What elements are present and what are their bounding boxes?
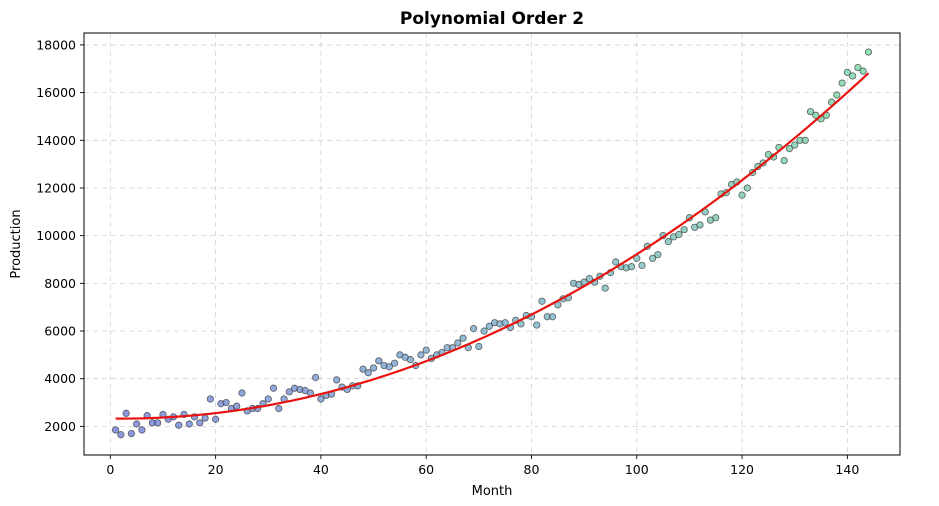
fit-curve-group xyxy=(115,72,870,420)
x-tick-label: 120 xyxy=(730,462,754,477)
data-point xyxy=(664,238,672,246)
y-tick-label: 6000 xyxy=(44,324,76,339)
data-point xyxy=(812,111,820,119)
data-point xyxy=(138,426,146,434)
data-point xyxy=(680,226,688,234)
data-point xyxy=(359,365,367,373)
data-point xyxy=(385,363,393,371)
data-point xyxy=(538,297,546,305)
y-tick-label: 2000 xyxy=(44,419,76,434)
data-point xyxy=(612,258,620,266)
data-point xyxy=(675,230,683,239)
y-tick-label: 8000 xyxy=(44,276,76,291)
data-point xyxy=(364,369,372,377)
data-point xyxy=(601,284,609,292)
y-tick-label: 16000 xyxy=(36,85,76,100)
data-point xyxy=(459,334,467,342)
data-point xyxy=(648,254,657,262)
data-point xyxy=(849,72,857,80)
data-point xyxy=(391,359,399,367)
data-point xyxy=(117,431,125,439)
data-point xyxy=(743,184,751,192)
data-point xyxy=(269,384,278,392)
data-point xyxy=(127,429,135,438)
data-point xyxy=(806,108,815,116)
data-point xyxy=(454,339,462,347)
x-tick-label: 60 xyxy=(418,462,434,477)
data-point xyxy=(264,395,272,403)
x-axis-ticks: 0 20 40 60 80 100 120 140 xyxy=(106,455,859,477)
x-tick-label: 0 xyxy=(106,462,114,477)
data-point xyxy=(375,357,383,365)
data-point xyxy=(638,261,646,270)
data-point xyxy=(469,325,478,333)
data-point xyxy=(801,136,809,144)
data-point xyxy=(738,191,746,199)
data-point xyxy=(222,398,230,407)
x-tick-label: 80 xyxy=(524,462,540,477)
data-point xyxy=(501,319,509,327)
data-point xyxy=(791,141,799,149)
data-point xyxy=(212,415,220,423)
data-point xyxy=(285,388,293,396)
data-point xyxy=(154,419,162,427)
data-point xyxy=(238,389,246,397)
data-point xyxy=(312,373,320,382)
data-point xyxy=(843,68,851,76)
plot-frame xyxy=(83,32,901,456)
data-point xyxy=(317,395,325,403)
data-point xyxy=(233,402,241,410)
data-point xyxy=(533,321,541,329)
y-tick-label: 12000 xyxy=(36,180,76,195)
data-point xyxy=(838,79,846,87)
x-tick-label: 100 xyxy=(625,462,649,477)
data-point xyxy=(548,313,557,321)
x-tick-label: 140 xyxy=(835,462,859,477)
data-point xyxy=(422,346,430,354)
data-point xyxy=(854,63,862,72)
grid xyxy=(84,33,900,455)
fit-curve xyxy=(115,72,870,420)
y-tick-label: 14000 xyxy=(36,133,76,148)
data-point xyxy=(275,404,283,413)
data-point xyxy=(406,356,414,364)
data-point xyxy=(369,364,378,372)
data-point xyxy=(859,67,867,75)
data-point xyxy=(417,351,425,359)
data-point xyxy=(712,214,720,222)
chart-title: Polynomial Order 2 xyxy=(400,9,584,29)
y-tick-label: 4000 xyxy=(44,371,76,386)
data-point xyxy=(480,327,488,335)
x-tick-label: 40 xyxy=(313,462,329,477)
data-point xyxy=(475,342,483,351)
data-point xyxy=(111,426,120,434)
data-point xyxy=(864,48,873,56)
data-point xyxy=(485,322,493,330)
data-point xyxy=(206,395,214,403)
y-tick-label: 18000 xyxy=(36,37,76,52)
data-point xyxy=(627,263,636,271)
data-point xyxy=(133,420,141,428)
data-point xyxy=(185,420,193,428)
data-point xyxy=(696,221,704,229)
data-point xyxy=(175,421,183,429)
data-point xyxy=(122,409,130,417)
data-point xyxy=(585,274,593,283)
data-point xyxy=(196,419,204,427)
data-point xyxy=(780,156,788,165)
data-point xyxy=(333,376,341,384)
x-axis-label: Month xyxy=(472,484,513,499)
y-axis-label: Production xyxy=(9,209,24,278)
y-axis-ticks: 2000 4000 6000 8000 10000 12000 14000 16000 1800… xyxy=(36,37,84,434)
data-point xyxy=(833,91,841,99)
x-tick-label: 20 xyxy=(208,462,224,477)
y-tick-label: 10000 xyxy=(36,228,76,243)
data-point xyxy=(201,414,209,422)
data-point xyxy=(785,145,794,153)
data-point xyxy=(654,251,662,259)
